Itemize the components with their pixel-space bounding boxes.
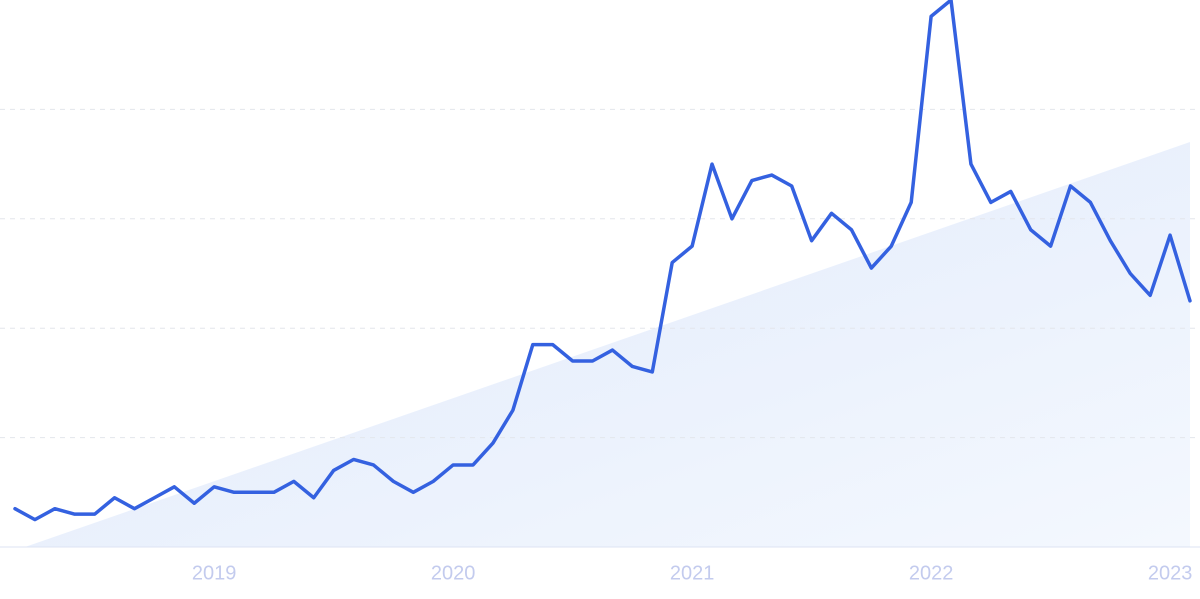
x-tick-label: 2022 bbox=[909, 562, 954, 584]
x-tick-label: 2023 bbox=[1148, 562, 1193, 584]
x-tick-label: 2019 bbox=[192, 562, 237, 584]
x-tick-label: 2021 bbox=[670, 562, 715, 584]
trend-line bbox=[13, 0, 1192, 522]
trend-area bbox=[25, 142, 1190, 547]
x-tick-label: 2020 bbox=[431, 562, 476, 584]
